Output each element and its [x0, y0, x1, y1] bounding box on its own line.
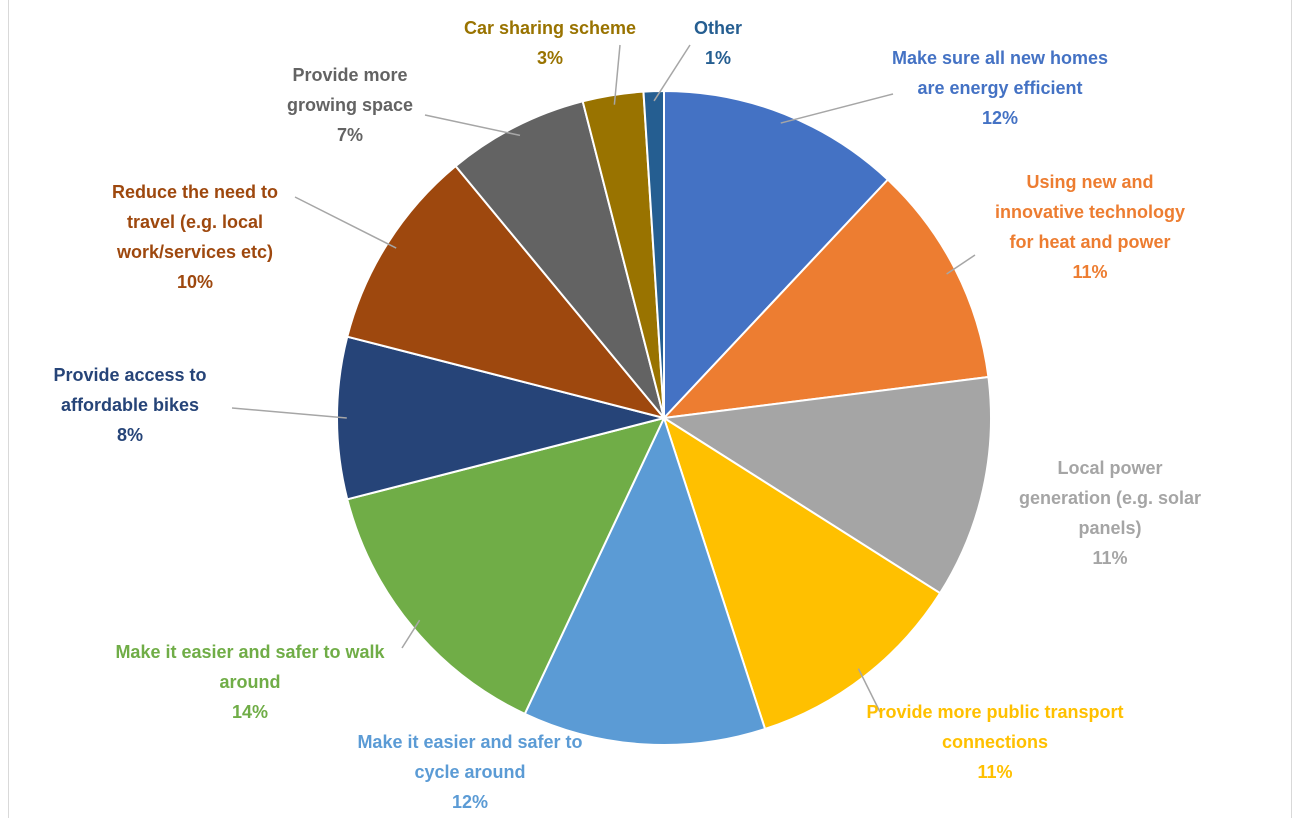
slice-label: Provide more public transport connection…	[865, 697, 1125, 787]
slice-label: Make sure all new homes are energy effic…	[885, 43, 1115, 133]
category-label: Make sure all new homes are energy effic…	[891, 48, 1109, 98]
category-label: Using new and innovative technology for …	[994, 172, 1186, 252]
slice-label: Car sharing scheme 3%	[440, 13, 660, 73]
category-label: Provide more growing space	[286, 65, 414, 115]
slice-label: Provide access to affordable bikes 8%	[10, 360, 250, 450]
slice-label: Reduce the need to travel (e.g. local wo…	[90, 177, 300, 297]
slice-label: Local power generation (e.g. solar panel…	[1015, 453, 1205, 573]
pie-slice	[661, 178, 990, 420]
pie-slice	[523, 415, 767, 746]
leader-line	[424, 114, 521, 137]
value-label: 7%	[336, 125, 363, 145]
value-label: 3%	[536, 48, 563, 68]
pie-slice	[346, 164, 667, 420]
leader-line	[780, 93, 894, 124]
pie-slice	[336, 335, 665, 501]
category-label: Make it easier and safer to cycle around	[357, 732, 583, 782]
leader-line	[653, 44, 691, 102]
value-label: 12%	[981, 108, 1019, 128]
pie-slice	[454, 100, 665, 419]
pie-slice	[346, 416, 666, 716]
category-label: Local power generation (e.g. solar panel…	[1018, 458, 1202, 538]
leader-line	[231, 407, 347, 419]
category-label: Other	[693, 18, 742, 38]
leader-line	[857, 668, 881, 713]
slice-label: Make it easier and safer to walk around 1…	[95, 637, 405, 727]
value-label: 11%	[1092, 548, 1128, 568]
leader-line	[613, 44, 621, 105]
chart-frame	[8, 0, 1292, 818]
category-label: Reduce the need to travel (e.g. local wo…	[111, 182, 279, 262]
slice-label: Other 1%	[668, 13, 768, 73]
category-label: Provide more public transport connection…	[866, 702, 1124, 752]
category-label: Provide access to affordable bikes	[53, 365, 207, 415]
value-label: 12%	[451, 792, 489, 812]
leader-line	[946, 254, 976, 275]
value-label: 8%	[116, 425, 143, 445]
leader-line	[294, 196, 397, 249]
value-label: 1%	[704, 48, 731, 68]
pie-slice	[663, 89, 890, 421]
slice-label: Provide more growing space 7%	[260, 60, 440, 150]
value-label: 11%	[977, 762, 1013, 782]
pie-slice	[662, 415, 942, 731]
leader-line	[401, 619, 421, 649]
pie-slice	[661, 375, 992, 595]
category-label: Make it easier and safer to walk around	[115, 642, 385, 692]
value-label: 14%	[231, 702, 269, 722]
slice-label: Make it easier and safer to cycle around…	[355, 727, 585, 817]
slice-label: Using new and innovative technology for …	[985, 167, 1195, 287]
value-label: 11%	[1072, 262, 1108, 282]
value-label: 10%	[176, 272, 214, 292]
category-label: Car sharing scheme	[463, 18, 637, 38]
pie-slice	[642, 89, 665, 419]
